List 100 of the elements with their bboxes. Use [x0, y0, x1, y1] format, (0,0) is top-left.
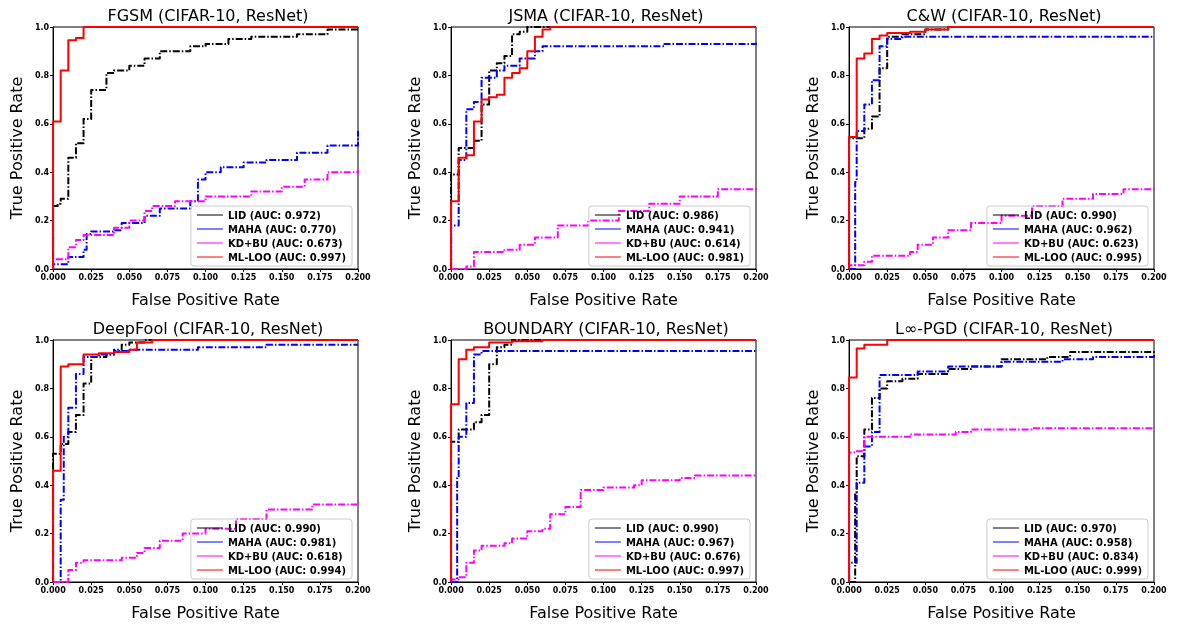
y-tick-label: 0.0 — [830, 577, 846, 587]
legend-label: ML-LOO (AUC: 0.995) — [1023, 251, 1143, 263]
y-tick-label: 0.6 — [34, 119, 50, 129]
x-tick-label: 0.150 — [269, 585, 295, 595]
chart-title: DeepFool (CIFAR-10, ResNet) — [92, 318, 324, 338]
y-tick-label: 0.2 — [34, 529, 50, 539]
y-tick-label: 0.4 — [432, 167, 448, 177]
legend-label: MAHA (AUC: 0.941) — [625, 223, 735, 235]
x-tick-label: 0.125 — [231, 585, 257, 595]
legend-label: MAHA (AUC: 0.981) — [227, 536, 337, 548]
legend-label: LID (AUC: 0.986) — [625, 209, 719, 221]
y-tick-label: 0.6 — [34, 432, 50, 442]
legend-label: ML-LOO (AUC: 0.981) — [625, 251, 745, 263]
x-tick-label: 0.075 — [552, 272, 579, 282]
legend-label: KD+BU (AUC: 0.614) — [625, 237, 741, 249]
chart-title: L∞-PGD (CIFAR-10, ResNet) — [895, 318, 1113, 338]
legend-label: LID (AUC: 0.970) — [1023, 522, 1117, 534]
y-tick-label: 0.0 — [34, 577, 50, 587]
y-tick-label: 1.0 — [34, 22, 50, 32]
x-tick-label: 0.150 — [1065, 272, 1091, 282]
x-tick-label: 0.025 — [78, 585, 105, 595]
x-tick-label: 0.025 — [874, 585, 901, 595]
x-tick-label: 0.150 — [269, 272, 295, 282]
y-tick-label: 0.2 — [830, 529, 846, 539]
x-tick-label: 0.050 — [912, 585, 939, 595]
legend-label: LID (AUC: 0.990) — [227, 522, 321, 534]
x-axis-title: False Positive Rate — [529, 289, 678, 309]
y-tick-label: 0.2 — [432, 216, 448, 226]
x-tick-label: 0.050 — [116, 585, 143, 595]
y-axis-title: True Positive Rate — [6, 76, 26, 221]
x-axis-title: False Positive Rate — [927, 602, 1076, 622]
y-tick-label: 0.2 — [34, 216, 50, 226]
legend-label: ML-LOO (AUC: 0.999) — [1023, 564, 1143, 576]
x-tick-label: 0.050 — [116, 272, 143, 282]
y-tick-label: 0.4 — [34, 480, 50, 490]
chart-title: FGSM (CIFAR-10, ResNet) — [107, 5, 309, 25]
x-axis-title: False Positive Rate — [131, 602, 280, 622]
x-tick-label: 0.150 — [667, 585, 693, 595]
legend-label: KD+BU (AUC: 0.834) — [1023, 550, 1139, 562]
x-tick-label: 0.175 — [705, 585, 731, 595]
x-tick-label: 0.100 — [988, 585, 1015, 595]
y-tick-label: 0.4 — [830, 480, 846, 490]
x-tick-label: 0.050 — [912, 272, 939, 282]
x-tick-label: 0.125 — [1027, 272, 1053, 282]
x-tick-label: 0.075 — [950, 585, 977, 595]
y-tick-label: 0.6 — [830, 119, 846, 129]
legend-label: MAHA (AUC: 0.958) — [1023, 536, 1133, 548]
x-tick-label: 0.000 — [40, 585, 67, 595]
y-tick-label: 0.6 — [432, 432, 448, 442]
y-tick-label: 0.0 — [34, 264, 50, 274]
y-tick-label: 0.8 — [830, 70, 846, 80]
y-tick-label: 0.0 — [830, 264, 846, 274]
x-tick-label: 0.175 — [307, 272, 333, 282]
x-tick-label: 0.000 — [438, 585, 465, 595]
y-axis-title: True Positive Rate — [802, 76, 822, 221]
x-tick-label: 0.125 — [231, 272, 257, 282]
y-tick-label: 0.8 — [432, 70, 448, 80]
legend-label: KD+BU (AUC: 0.623) — [1023, 237, 1139, 249]
x-tick-label: 0.025 — [476, 585, 503, 595]
x-axis-title: False Positive Rate — [927, 289, 1076, 309]
x-tick-label: 0.075 — [154, 272, 181, 282]
x-tick-label: 0.000 — [836, 585, 863, 595]
legend-label: LID (AUC: 0.972) — [227, 209, 321, 221]
legend-label: LID (AUC: 0.990) — [1023, 209, 1117, 221]
y-tick-label: 0.8 — [432, 383, 448, 393]
x-tick-label: 0.175 — [1103, 272, 1129, 282]
x-tick-label: 0.050 — [514, 585, 541, 595]
y-tick-label: 0.0 — [432, 577, 448, 587]
y-tick-label: 0.8 — [830, 383, 846, 393]
y-axis-title: True Positive Rate — [802, 389, 822, 534]
x-tick-label: 0.075 — [552, 585, 579, 595]
y-tick-label: 1.0 — [34, 335, 50, 345]
x-tick-label: 0.025 — [476, 272, 503, 282]
x-tick-label: 0.025 — [78, 272, 105, 282]
x-tick-label: 0.175 — [705, 272, 731, 282]
x-tick-label: 0.075 — [154, 585, 181, 595]
y-tick-label: 0.8 — [34, 383, 50, 393]
y-tick-label: 1.0 — [830, 22, 846, 32]
chart-title: BOUNDARY (CIFAR-10, ResNet) — [483, 318, 729, 338]
y-tick-label: 0.6 — [432, 119, 448, 129]
x-tick-label: 0.000 — [438, 272, 465, 282]
x-tick-label: 0.075 — [950, 272, 977, 282]
x-tick-label: 0.200 — [1141, 272, 1168, 282]
x-axis-title: False Positive Rate — [131, 289, 280, 309]
y-axis-title: True Positive Rate — [404, 76, 424, 221]
x-tick-label: 0.025 — [874, 272, 901, 282]
x-tick-label: 0.125 — [629, 585, 655, 595]
x-tick-label: 0.100 — [192, 272, 219, 282]
x-tick-label: 0.200 — [743, 272, 770, 282]
legend-label: MAHA (AUC: 0.962) — [1023, 223, 1133, 235]
legend-label: KD+BU (AUC: 0.676) — [625, 550, 741, 562]
legend-label: MAHA (AUC: 0.770) — [227, 223, 337, 235]
x-tick-label: 0.150 — [667, 272, 693, 282]
x-tick-label: 0.125 — [629, 272, 655, 282]
chart-title: C&W (CIFAR-10, ResNet) — [906, 5, 1102, 25]
y-tick-label: 1.0 — [432, 22, 448, 32]
x-tick-label: 0.100 — [192, 585, 219, 595]
y-tick-label: 0.4 — [432, 480, 448, 490]
y-tick-label: 0.2 — [830, 216, 846, 226]
legend-label: ML-LOO (AUC: 0.997) — [625, 564, 745, 576]
